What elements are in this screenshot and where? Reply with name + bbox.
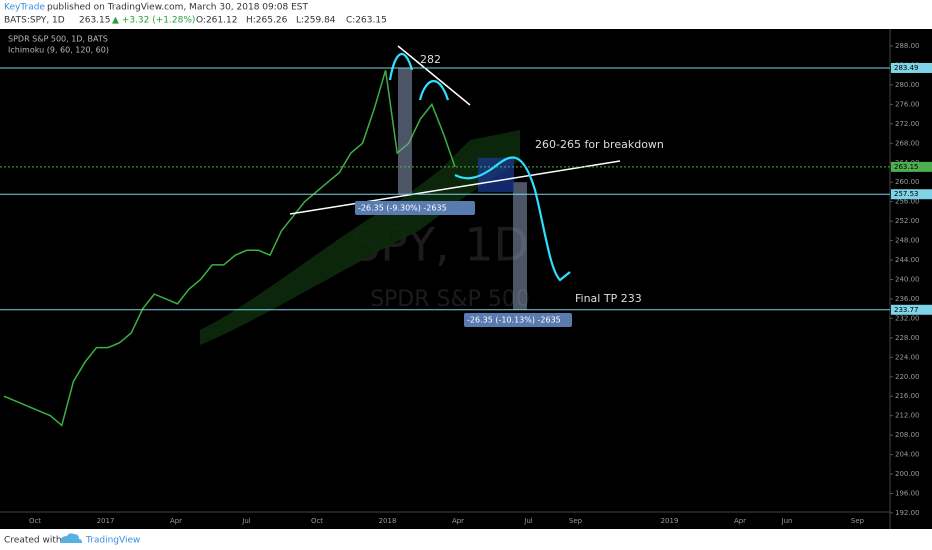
y-tick-label: 224.00 bbox=[895, 353, 920, 361]
y-tick-label: 204.00 bbox=[895, 451, 920, 459]
y-tick-label: 212.00 bbox=[895, 412, 920, 420]
author: KeyTrade bbox=[4, 3, 45, 13]
x-tick-label: Jul bbox=[241, 517, 251, 525]
annotation-box bbox=[355, 201, 475, 215]
x-tick-label: Oct bbox=[29, 517, 41, 525]
level-label: 257.53 bbox=[894, 190, 919, 198]
level-label: 283.49 bbox=[894, 64, 919, 72]
x-tick-label: 2017 bbox=[97, 517, 115, 525]
y-tick-label: 268.00 bbox=[895, 139, 920, 147]
level-tag bbox=[891, 304, 932, 315]
measure-box bbox=[398, 67, 412, 195]
level-tag bbox=[891, 161, 932, 172]
y-tick-label: 228.00 bbox=[895, 334, 920, 342]
y-tick-label: 220.00 bbox=[895, 373, 920, 381]
legend-symbol: SPDR S&P 500, 1D, BATS bbox=[8, 35, 108, 44]
annotation: -26.35 (-10.13%) -2635 bbox=[467, 316, 561, 325]
annotation: 282 bbox=[420, 53, 441, 66]
y-tick-label: 208.00 bbox=[895, 431, 920, 439]
y-tick-label: 288.00 bbox=[895, 42, 920, 50]
trend-line bbox=[397, 45, 471, 106]
x-tick-label: Apr bbox=[452, 517, 464, 525]
level-label: 263.15 bbox=[894, 163, 919, 171]
y-tick-label: 200.00 bbox=[895, 470, 920, 478]
y-tick-label: 236.00 bbox=[895, 295, 920, 303]
y-tick-label: 244.00 bbox=[895, 256, 920, 264]
brand: TradingView bbox=[85, 536, 140, 546]
y-tick-label: 248.00 bbox=[895, 237, 920, 245]
watermark-sub: SPDR S&P 500 bbox=[370, 287, 530, 312]
y-tick-label: 192.00 bbox=[895, 509, 920, 517]
annotation: Final TP 233 bbox=[575, 292, 642, 305]
y-tick-label: 256.00 bbox=[895, 198, 920, 206]
annotation: 260-265 for breakdown bbox=[535, 138, 664, 151]
x-tick-label: Apr bbox=[734, 517, 746, 525]
y-tick-label: 240.00 bbox=[895, 275, 920, 283]
created-with: Created with bbox=[4, 536, 62, 546]
x-tick-label: Apr bbox=[170, 517, 182, 525]
change: ▲ +3.32 (+1.28%) bbox=[112, 16, 195, 26]
annotation: -26.35 (-9.30%) -2635 bbox=[358, 204, 447, 213]
level-label: 233.77 bbox=[894, 306, 919, 314]
legend-indicator: Ichimoku (9, 60, 120, 60) bbox=[8, 46, 109, 55]
x-tick-label: 2019 bbox=[661, 517, 679, 525]
x-tick-label: Sep bbox=[851, 517, 865, 525]
cloud bbox=[200, 130, 520, 345]
y-tick-label: 272.00 bbox=[895, 120, 920, 128]
logo-icon bbox=[60, 533, 82, 543]
x-tick-label: Oct bbox=[311, 517, 323, 525]
y-tick-label: 260.00 bbox=[895, 178, 920, 186]
target-zone bbox=[478, 157, 514, 192]
symbol: BATS:SPY, 1D bbox=[4, 16, 65, 26]
level-tag bbox=[891, 62, 932, 73]
x-tick-label: Jul bbox=[523, 517, 533, 525]
x-tick-label: Sep bbox=[569, 517, 583, 525]
high: H:265.26 bbox=[246, 16, 288, 26]
close: C:263.15 bbox=[346, 16, 387, 26]
chart-area bbox=[0, 29, 932, 529]
trend-line bbox=[289, 160, 621, 215]
annotation-box bbox=[464, 313, 572, 327]
y-tick-label: 280.00 bbox=[895, 81, 920, 89]
drawings bbox=[289, 45, 621, 310]
x-tick-label: 2018 bbox=[379, 517, 397, 525]
published: published on TradingView.com, March 30, … bbox=[47, 3, 308, 13]
low: L:259.84 bbox=[296, 16, 336, 26]
last: 263.15 bbox=[79, 16, 111, 26]
y-tick-label: 196.00 bbox=[895, 489, 920, 497]
price-line bbox=[3, 70, 456, 427]
projection-curve bbox=[388, 52, 571, 282]
measure-box bbox=[513, 182, 527, 310]
y-tick-label: 252.00 bbox=[895, 217, 920, 225]
y-tick-label: 216.00 bbox=[895, 392, 920, 400]
level-tag bbox=[891, 189, 932, 200]
open: O:261.12 bbox=[196, 16, 237, 26]
x-tick-label: Jun bbox=[781, 517, 793, 525]
y-tick-label: 276.00 bbox=[895, 100, 920, 108]
y-tick-label: 232.00 bbox=[895, 314, 920, 322]
